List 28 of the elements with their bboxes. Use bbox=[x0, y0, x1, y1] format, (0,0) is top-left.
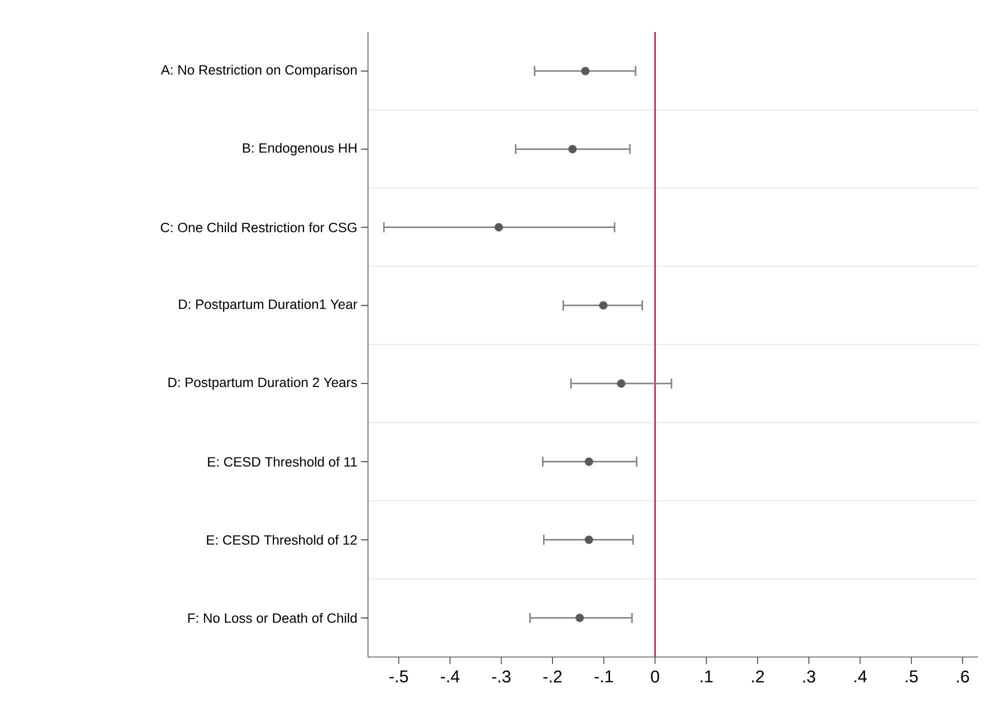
y-tick-label: D: Postpartum Duration 2 Years bbox=[168, 377, 357, 390]
point bbox=[617, 379, 626, 388]
x-tick-label: .3 bbox=[803, 670, 816, 683]
x-tick-label: -.2 bbox=[543, 670, 562, 682]
x-tick-label: .2 bbox=[752, 670, 764, 682]
x-tick-label: .1 bbox=[700, 670, 713, 682]
x-tick-label: -.4 bbox=[440, 670, 460, 682]
x-tick-label: 0 bbox=[650, 670, 660, 683]
point bbox=[584, 457, 594, 466]
point bbox=[581, 66, 590, 76]
y-tick-label: B: Endogenous HH bbox=[243, 142, 356, 156]
y-tick-label: C: One Child Restriction for CSG bbox=[160, 222, 356, 232]
point bbox=[576, 614, 584, 622]
point bbox=[599, 301, 608, 310]
point bbox=[494, 223, 503, 232]
point bbox=[584, 536, 594, 544]
y-tick-label: D: Postpartum Duration1 Year bbox=[178, 299, 358, 312]
y-tick-label: E: CESD Threshold of 12 bbox=[207, 534, 357, 545]
y-tick-label: E: CESD Threshold of 11 bbox=[208, 456, 357, 467]
x-tick-label: .6 bbox=[957, 670, 969, 683]
point bbox=[568, 144, 577, 154]
x-tick-label: -.5 bbox=[390, 670, 408, 682]
x-tick-label: .4 bbox=[854, 670, 867, 682]
y-tick-label: F: No Loss or Death of Child bbox=[188, 612, 357, 623]
y-tick-label: A: No Restriction on Comparison bbox=[160, 64, 357, 78]
x-tick-label: .5 bbox=[906, 670, 918, 682]
x-tick-label: -.1 bbox=[594, 670, 613, 682]
x-tick-label: -.3 bbox=[492, 670, 510, 683]
